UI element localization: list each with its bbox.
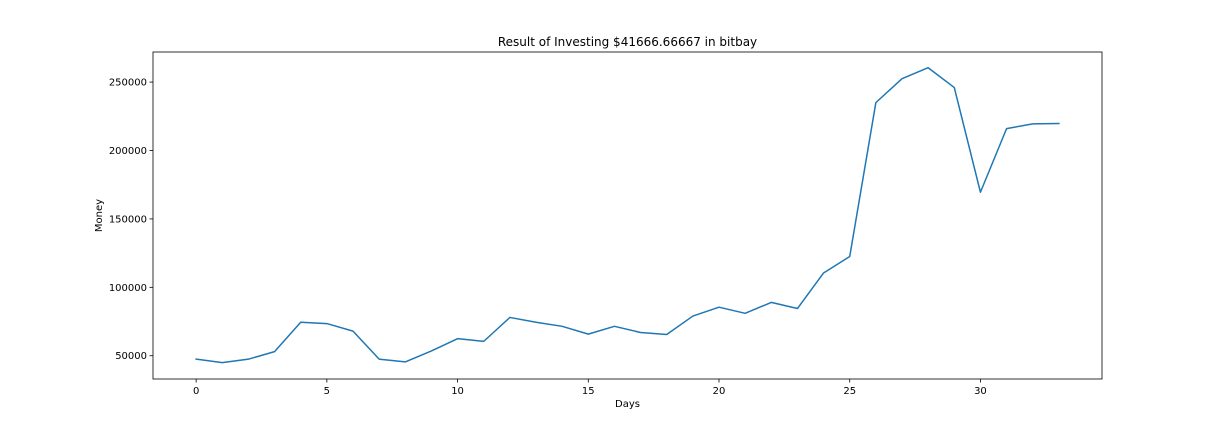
y-tick-label: 50000 xyxy=(115,351,147,362)
x-tick-label: 5 xyxy=(324,386,330,397)
axes-frame xyxy=(152,51,1103,380)
x-tick-label: 25 xyxy=(843,386,856,397)
y-tick-label: 250000 xyxy=(109,78,147,89)
x-tick-label: 0 xyxy=(193,386,199,397)
x-tick-label: 10 xyxy=(451,386,464,397)
x-tick-label: 30 xyxy=(974,386,987,397)
y-axis-ticks: 50000 100000 150000 200000 250000 xyxy=(109,78,153,362)
y-axis-label: Money xyxy=(94,199,105,232)
x-tick-label: 15 xyxy=(582,386,595,397)
x-axis-label: Days xyxy=(615,399,640,410)
y-tick-label: 200000 xyxy=(109,146,147,157)
x-tick-label: 20 xyxy=(713,386,726,397)
y-tick-label: 100000 xyxy=(109,283,147,294)
y-tick-label: 150000 xyxy=(109,214,147,225)
x-axis-ticks: 0 5 10 15 20 25 30 xyxy=(193,379,987,397)
chart-title: Result of Investing $41666.66667 in bitb… xyxy=(498,35,757,49)
series-line xyxy=(195,66,1060,364)
plot-area xyxy=(152,51,1103,380)
